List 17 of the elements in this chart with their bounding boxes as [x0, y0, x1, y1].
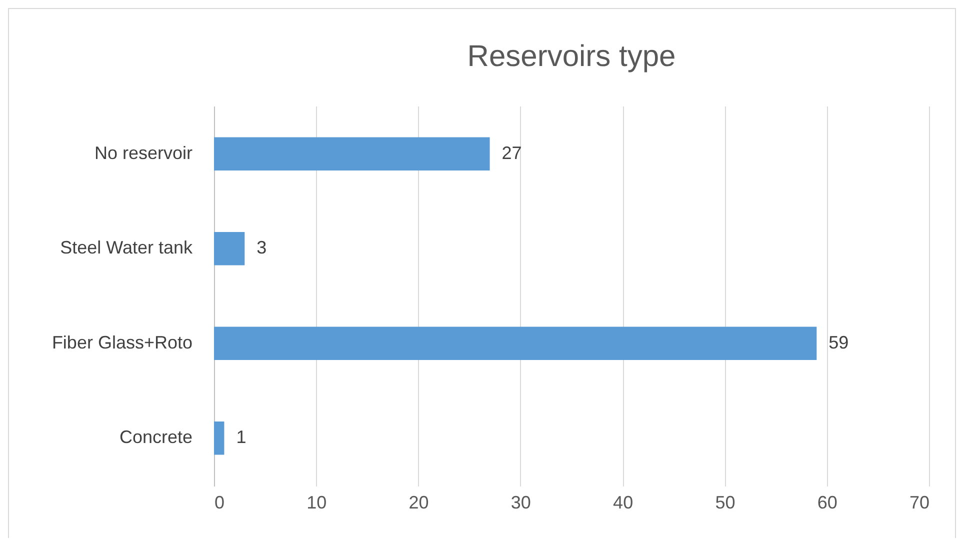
y-tick-label: Steel Water tank: [60, 238, 194, 258]
data-label: 3: [256, 238, 267, 258]
x-tick-label: 10: [306, 492, 327, 512]
x-tick-label: 30: [510, 492, 531, 512]
data-label: 1: [236, 427, 246, 448]
y-tick-label: Fiber Glass+Roto: [52, 332, 192, 352]
x-tick-label: 20: [408, 492, 429, 512]
y-tick-label: No reservoir: [94, 142, 192, 163]
x-tick-label: 0: [214, 492, 225, 512]
x-tick-label: 70: [909, 492, 930, 512]
chart-title: Reservoirs type: [467, 40, 676, 73]
data-label: 27: [502, 142, 522, 163]
data-label: 59: [828, 332, 849, 352]
x-tick-label: 50: [715, 492, 736, 512]
x-tick-label: 60: [817, 492, 838, 512]
y-tick-label: Concrete: [119, 427, 192, 448]
x-tick-label: 40: [613, 492, 634, 512]
